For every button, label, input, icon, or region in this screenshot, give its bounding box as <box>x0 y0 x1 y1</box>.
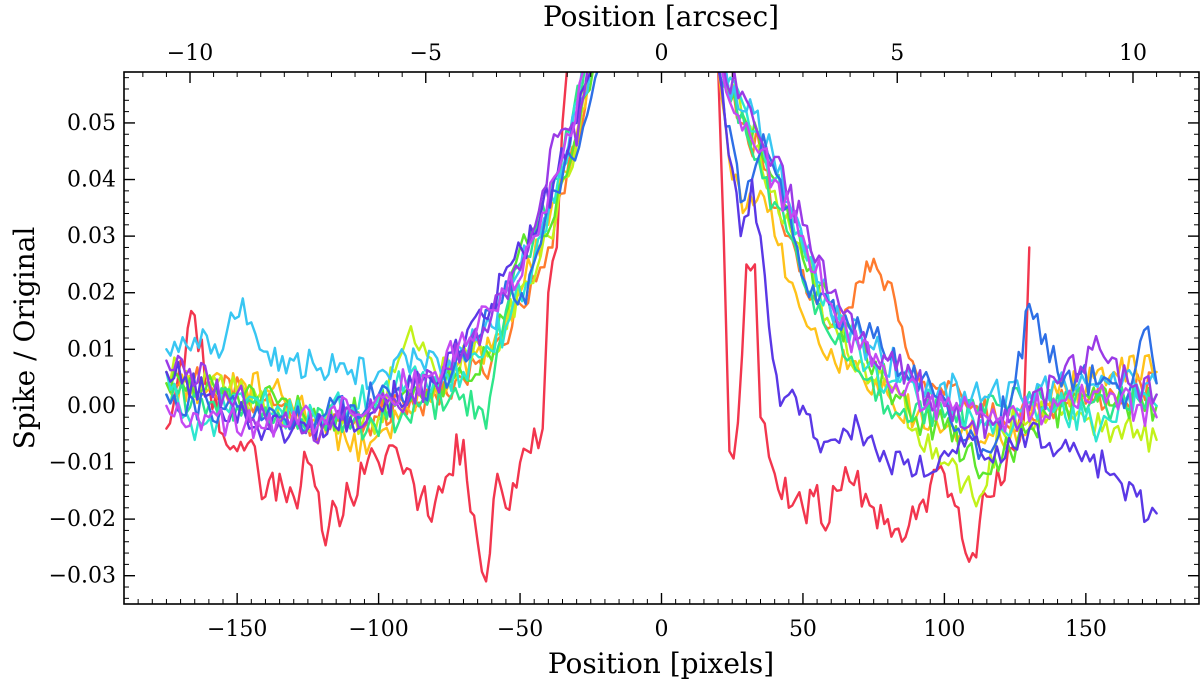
y-tick-label: −0.01 <box>49 451 116 476</box>
series-layer <box>165 72 1158 583</box>
series-line-yellow-green <box>718 72 1158 508</box>
top-tick-label: −5 <box>410 41 442 66</box>
y-tick-label: −0.02 <box>49 507 116 532</box>
series-line-turquoise <box>165 72 583 442</box>
y-tick-label: −0.03 <box>49 564 116 589</box>
series-line-violet <box>723 72 1158 439</box>
series-line-blue <box>165 72 599 435</box>
y-tick-label: 0.01 <box>67 337 116 362</box>
top-tick-label: −10 <box>167 41 213 66</box>
series-line-indigo <box>165 72 593 444</box>
y-tick-label: 0.00 <box>67 394 116 419</box>
x-tick-label: −100 <box>348 617 408 642</box>
y-tick-label: 0.02 <box>67 281 116 306</box>
top-tick-label: 10 <box>1119 41 1147 66</box>
plot-frame <box>123 71 1200 605</box>
x-tick-label: 100 <box>923 617 965 642</box>
x-axis-title: Position [pixels] <box>548 647 774 680</box>
y-tick-label: 0.04 <box>67 168 116 193</box>
x-tick-label: 150 <box>1065 617 1107 642</box>
series-line-red <box>165 72 569 583</box>
y-tick-label: 0.05 <box>67 111 116 136</box>
top-axis-title: Position [arcsec] <box>543 0 779 33</box>
series-line-sky-blue <box>725 72 1158 409</box>
series-line-red <box>717 72 1031 563</box>
axes-layer: −150 −100 −50 0 50 100 150−10 −5 0 5 10−0.03−0.02−… <box>49 41 1199 642</box>
series-line-sky-blue <box>165 72 592 391</box>
series-line-indigo <box>717 72 1158 524</box>
series-line-magenta <box>165 72 585 440</box>
y-axis-title: Spike / Original <box>8 227 41 450</box>
x-tick-label: −50 <box>497 617 543 642</box>
series-line-magenta <box>721 72 1158 433</box>
x-tick-label: 0 <box>655 617 669 642</box>
top-tick-label: 0 <box>655 41 669 66</box>
x-tick-label: 50 <box>789 617 817 642</box>
series-line-violet <box>165 72 589 445</box>
x-tick-label: −150 <box>207 617 267 642</box>
top-tick-label: 5 <box>890 41 904 66</box>
y-tick-label: 0.03 <box>67 224 116 249</box>
